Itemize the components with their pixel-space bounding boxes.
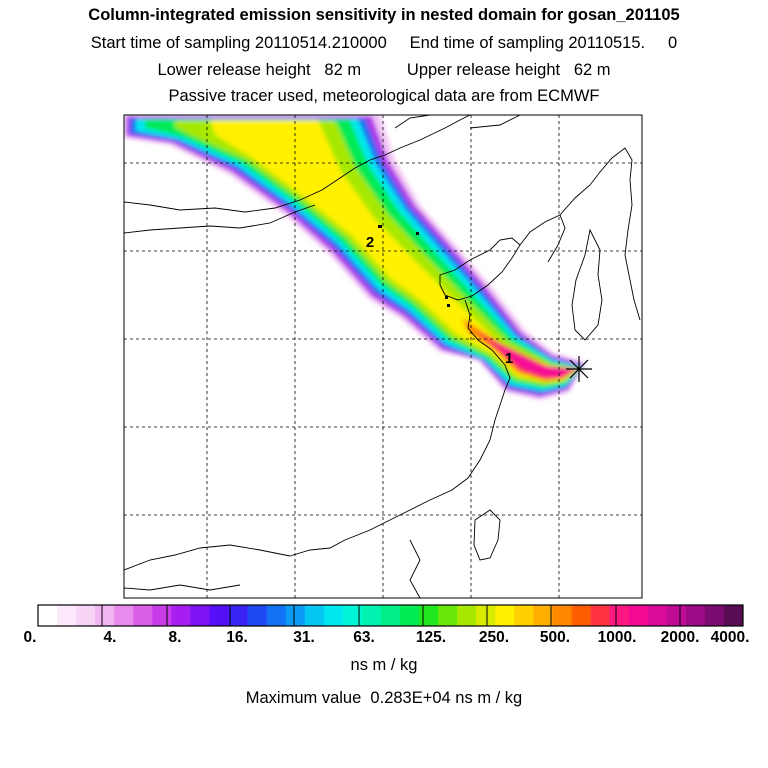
colorbar-tick-label: 500. [539,629,571,646]
colorbar-cell [590,605,610,626]
colorbar-cell [266,605,286,626]
colorbar-tick-label: 4. [103,629,117,646]
maximum-value-label: Maximum value 0.283E+04 ns m / kg [245,689,523,707]
colorbar-tick-label: 16. [226,629,248,646]
colorbar-frame [37,604,744,627]
colorbar-tick-label: 250. [478,629,510,646]
colorbar-cell [133,605,153,626]
colorbar-cell [323,605,344,626]
colorbar-units: ns m / kg [350,656,418,674]
point-label-2: 2 [366,234,374,251]
colorbar-cell [685,605,706,626]
chart-title: Column-integrated emission sensitivity i… [88,6,680,24]
colorbar-cell [209,605,229,626]
colorbar-cell [285,605,306,626]
colorbar-cell [438,605,458,626]
colorbar-cell [38,605,58,626]
colorbar-cell [152,605,172,626]
chart-subtitle-sampling-time: Start time of sampling 20110514.210000 E… [90,34,678,52]
colorbar-cell [495,605,515,626]
colorbar-cell [342,605,363,626]
colorbar-cell [571,605,591,626]
chart-subtitle-release-height: Lower release height 82 m Upper release … [157,61,611,79]
colorbar-cell [457,605,477,626]
colorbar-cell [95,605,115,626]
colorbar-tick-label: 8. [168,629,182,646]
colorbar-tick-label: 31. [293,629,315,646]
colorbar-tick-label: 1000. [597,629,637,646]
colorbar-cell [380,605,401,626]
colorbar-tick-label: 125. [415,629,447,646]
coastlines [124,115,641,598]
colorbar-cell [723,605,744,626]
plume [124,115,585,400]
point-label-1: 1 [505,350,513,367]
colorbar-tick-label: 4000. [710,629,750,646]
colorbar-cell [514,605,534,626]
colorbar-cell [361,605,382,626]
colorbar-cell [533,605,553,626]
map-gridlines [124,115,642,598]
colorbar-cell [114,605,134,626]
colorbar-cell [400,605,420,626]
receptor-marker [566,356,592,382]
colorbar-cell [628,605,649,626]
colorbar-cell [228,605,248,626]
colorbar-cell [57,605,77,626]
colorbar-cell [419,605,439,626]
station-markers [378,225,450,307]
chart-subtitle-tracer: Passive tracer used, meteorological data… [168,87,600,105]
colorbar-tick-label: 2000. [660,629,700,646]
colorbar-cell [666,605,687,626]
colorbar-cell [76,605,96,626]
colorbar-cell [647,605,668,626]
colorbar-cell [247,605,267,626]
colorbar [37,604,744,627]
plume-layer-red [475,330,578,379]
colorbar-cell [190,605,210,626]
emission-sensitivity-map: 1 2 [123,114,643,599]
map-frame [123,114,643,599]
colorbar-cell [552,605,572,626]
plume-layer-magenta [488,340,578,377]
colorbar-cell [171,605,191,626]
colorbar-cell [304,605,325,626]
colorbar-cell [609,605,629,626]
colorbar-cell [476,605,496,626]
colorbar-tick-label: 63. [353,629,375,646]
colorbar-cell [704,605,725,626]
colorbar-tick-label: 0. [23,629,37,646]
